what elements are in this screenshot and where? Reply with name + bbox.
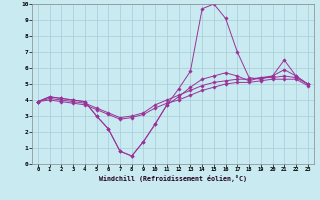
X-axis label: Windchill (Refroidissement éolien,°C): Windchill (Refroidissement éolien,°C) [99, 175, 247, 182]
